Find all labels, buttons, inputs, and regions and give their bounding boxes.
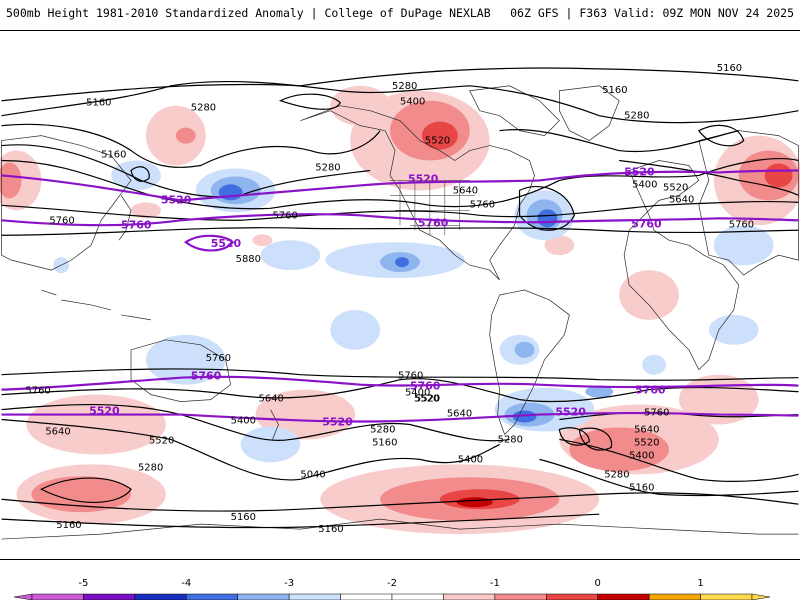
colorbar-cell (700, 593, 753, 600)
contour-label: 5520 (555, 406, 586, 419)
contour-label: 5400 (400, 97, 425, 108)
contour-label: 5760 (644, 408, 669, 419)
contour-label: 5160 (101, 150, 126, 161)
contour-label: 5160 (86, 98, 111, 109)
contour-label: 5760 (635, 384, 666, 397)
contour-label: 5520 (89, 405, 120, 418)
anomaly-shading (0, 85, 800, 535)
map-title: 500mb Height 1981-2010 Standardized Anom… (6, 6, 491, 20)
contour-label: 5640 (447, 409, 472, 420)
contour-label: 5160 (602, 85, 627, 96)
contour-label: 5640 (669, 194, 694, 205)
contour-label: 5520 (663, 182, 688, 193)
colorbar-label: 0 (595, 578, 601, 589)
contour-label: 5400 (632, 179, 657, 190)
contour-label: 5760 (272, 210, 297, 221)
contour-label: 5400 (629, 450, 654, 461)
purple-contour-labels: 5520 5520 5520 5760 5760 5760 5760 5760 … (89, 165, 666, 428)
colorbar-cell (443, 593, 496, 600)
contour-label: 5280 (315, 162, 340, 173)
contour-label: 5760 (631, 217, 662, 230)
contour-label: 5760 (729, 219, 754, 230)
contour-label: 5640 (45, 426, 70, 437)
colorbar-cell (237, 593, 290, 600)
contour-label: 5160 (372, 437, 397, 448)
contour-label: 5760 (418, 216, 449, 229)
contour-label: 5280 (392, 81, 417, 92)
colorbar-label: -4 (181, 578, 191, 589)
anomaly-map: 5160 5160 5160 5160 5280 5280 5280 5280 … (0, 30, 800, 560)
colorbar-cell (648, 593, 701, 600)
contour-label: 5280 (370, 424, 395, 435)
colorbar-label: -3 (284, 578, 294, 589)
contour-label: 5760 (49, 215, 74, 226)
contour-label: 5760 (206, 353, 231, 364)
contour-label: 5280 (624, 111, 649, 122)
contour-label: 5640 (259, 394, 284, 405)
contour-label: 5520 (414, 394, 439, 405)
contour-label: 5160 (629, 482, 654, 493)
colorbar-cell (31, 593, 84, 600)
colorbar-cell (288, 593, 341, 600)
contour-label: 5160 (56, 520, 81, 531)
colorbar-arrow-left (13, 593, 33, 600)
contour-label: 5400 (231, 416, 256, 427)
contour-label: 5520 (634, 437, 659, 448)
colorbar-label: 1 (697, 578, 703, 589)
contour-label: 5760 (121, 218, 152, 231)
contour-label: 5760 (470, 199, 495, 210)
contour-label: 5280 (498, 434, 523, 445)
contour-label: 5760 (410, 380, 441, 393)
model-run-info: 06Z GFS | F363 Valid: 09Z MON NOV 24 202… (510, 6, 794, 20)
contour-label: 5280 (191, 103, 216, 114)
colorbar-label: -2 (387, 578, 397, 589)
contour-label: 5520 (425, 136, 450, 147)
contour-label: 5280 (604, 469, 629, 480)
height-contours (1, 67, 799, 529)
contour-label: 5280 (138, 462, 163, 473)
us-state-borders (390, 180, 475, 236)
colorbar: -5-4-3-2-1012345 (13, 578, 771, 600)
contour-label: 5040 (300, 469, 325, 480)
contour-label: 5520 (415, 394, 440, 405)
contour-label: 5160 (231, 512, 256, 523)
contour-label: 5160 (717, 63, 742, 74)
contour-label: 5520 (149, 435, 174, 446)
colorbar-cell (134, 593, 187, 600)
contour-label: 5760 (398, 371, 423, 382)
colorbar-cell (340, 593, 393, 600)
colorbar-labels: -5-4-3-2-1012345 (78, 578, 703, 589)
contour-label: 5400 (405, 388, 430, 399)
colorbar-cells (13, 593, 771, 600)
contour-label: 5400 (458, 454, 483, 465)
contour-label: 5880 (236, 254, 261, 265)
contour-label: 5160 (318, 524, 343, 535)
colorbar-cell (546, 593, 598, 600)
contour-label: 5520 (624, 165, 655, 178)
contour-label: 5520 (408, 172, 439, 185)
coastlines (1, 85, 799, 540)
map-header: 500mb Height 1981-2010 Standardized Anom… (0, 0, 800, 30)
colorbar-cell (494, 593, 547, 600)
contour-label: 5760 (191, 370, 222, 383)
colorbar-label: -5 (78, 578, 88, 589)
colorbar-cell (391, 593, 444, 600)
contour-label: 5760 (25, 386, 50, 397)
contour-label: 5520 (161, 193, 192, 206)
contour-label: 5640 (453, 185, 478, 196)
colorbar-label: -1 (490, 578, 500, 589)
black-contour-labels: 5160 5160 5160 5160 5280 5280 5280 5280 … (25, 63, 754, 535)
contour-label: 5520 (322, 416, 353, 429)
colorbar-cell (186, 593, 238, 600)
purple-contours (1, 169, 799, 423)
colorbar-cell (83, 593, 136, 600)
colorbar-cell (597, 593, 650, 600)
contour-label: 5520 (211, 237, 242, 250)
colorbar-arrow-right (751, 593, 771, 600)
contour-label: 5640 (634, 424, 659, 435)
